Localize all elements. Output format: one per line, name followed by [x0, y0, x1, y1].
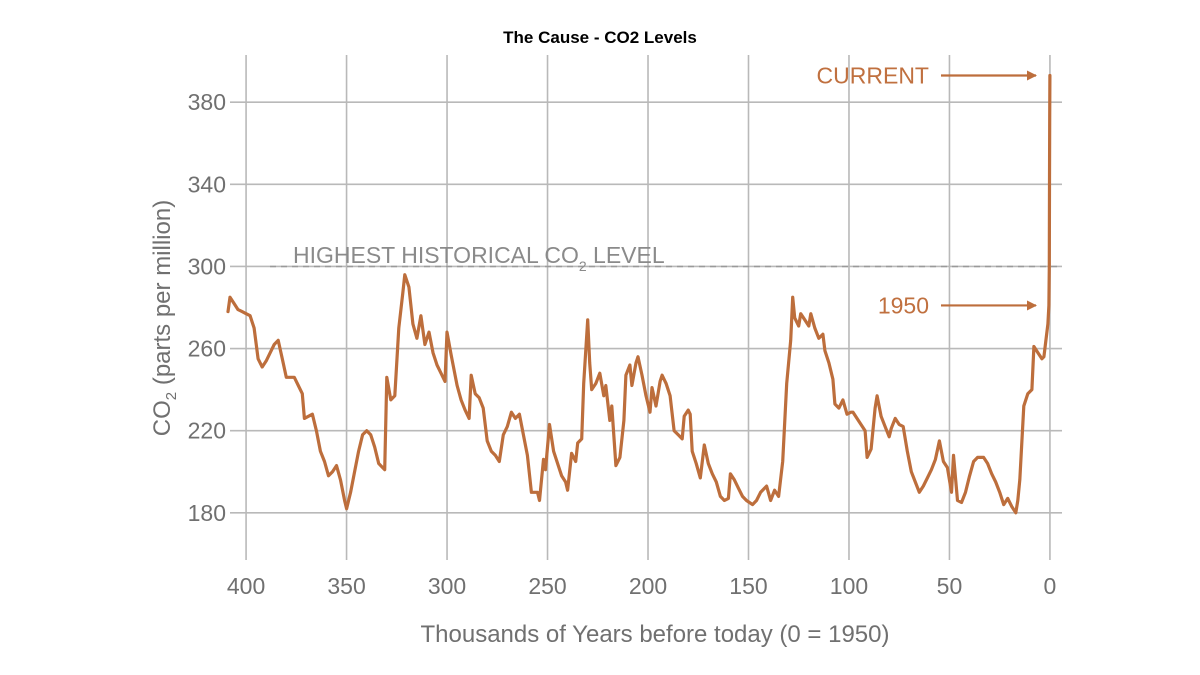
y-tick-label: 180	[188, 500, 226, 526]
co2-series-line	[226, 73, 1052, 515]
annotation-label: CURRENT	[817, 63, 929, 89]
highest-historical-level-label: HIGHEST HISTORICAL CO2 LEVEL	[293, 242, 665, 274]
x-tick-label: 50	[937, 573, 963, 599]
x-tick-labels: 400 350 300 250 200 150 100 50 0	[227, 573, 1056, 599]
x-tick-label: 250	[528, 573, 566, 599]
y-axis-title: CO2 (parts per million)	[149, 200, 180, 436]
y-tick-label: 340	[188, 171, 226, 197]
annotation-label: 1950	[878, 292, 929, 318]
x-tick-label: 150	[729, 573, 767, 599]
x-tick-label: 350	[327, 573, 365, 599]
annotations: CURRENT 1950	[817, 63, 1037, 318]
y-axis-title-units: (parts per million)	[149, 200, 176, 392]
y-axis-title-subscript: 2	[163, 392, 180, 400]
y-tick-label: 220	[188, 418, 226, 444]
ref-label-main: HIGHEST HISTORICAL CO	[293, 242, 579, 268]
y-tick-label: 380	[188, 89, 226, 115]
ref-label-tail: LEVEL	[587, 242, 665, 268]
y-tick-label: 300	[188, 253, 226, 279]
chart-title: The Cause - CO2 Levels	[503, 28, 697, 47]
x-tick-label: 200	[629, 573, 667, 599]
x-gridlines	[245, 55, 1051, 560]
x-tick-label: 0	[1044, 573, 1057, 599]
x-axis-title: Thousands of Years before today (0 = 195…	[421, 621, 890, 648]
y-tick-label: 260	[188, 336, 226, 362]
x-tick-label: 300	[428, 573, 466, 599]
y-tick-labels: 180 220 260 300 340 380	[188, 89, 226, 526]
y-axis-title-co: CO	[149, 400, 176, 436]
y-gridlines	[230, 101, 1062, 514]
x-tick-label: 400	[227, 573, 265, 599]
x-tick-label: 100	[830, 573, 868, 599]
ref-label-subscript: 2	[579, 258, 587, 274]
